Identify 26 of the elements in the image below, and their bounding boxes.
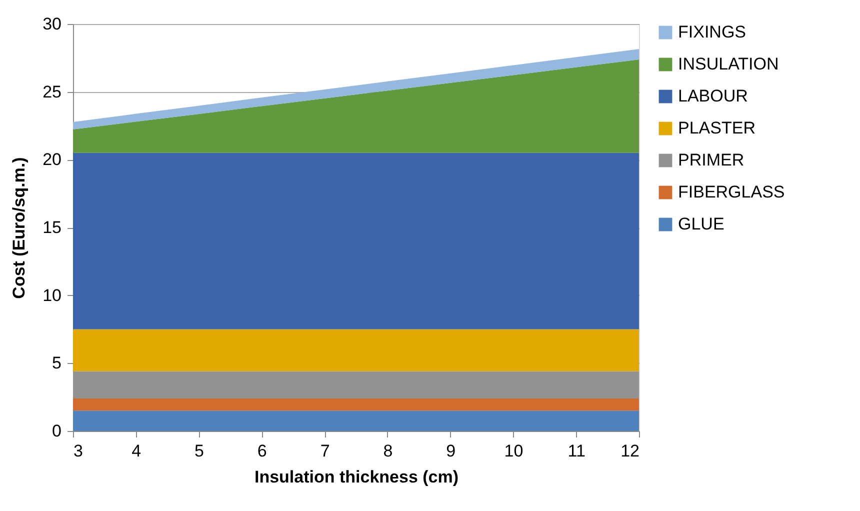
y-tick-label: 25 (42, 82, 62, 102)
legend-label: LABOUR (678, 86, 748, 106)
x-tick-label: 11 (568, 442, 586, 460)
legend-label: FIXINGS (678, 22, 746, 42)
legend-label: PLASTER (678, 118, 756, 138)
y-tick-label: 15 (42, 218, 62, 237)
x-tick-label: 4 (132, 442, 142, 460)
x-tick-label: 3 (74, 442, 83, 460)
x-tick-label: 12 (620, 442, 640, 460)
y-tick-label: 10 (42, 286, 62, 305)
legend-label: PRIMER (678, 150, 744, 170)
x-tick-label: 7 (320, 442, 330, 460)
legend-label: FIBERGLASS (678, 182, 785, 202)
y-tick-label: 0 (52, 422, 62, 440)
x-tick-label: 8 (383, 442, 393, 460)
legend-label: GLUE (678, 214, 724, 234)
y-tick-label: 30 (42, 14, 62, 34)
x-tick-label: 10 (504, 442, 524, 460)
y-tick-label: 20 (42, 150, 62, 170)
x-tick-label: 6 (257, 442, 267, 460)
x-tick-label: 9 (446, 442, 456, 460)
x-axis-title: Insulation thickness (cm) (254, 468, 459, 486)
legend-label: INSULATION (678, 54, 779, 74)
y-tick-label: 5 (52, 354, 62, 373)
x-tick-label: 5 (194, 442, 204, 460)
y-axis-title: Cost (Euro/sq.m.) (10, 157, 29, 299)
